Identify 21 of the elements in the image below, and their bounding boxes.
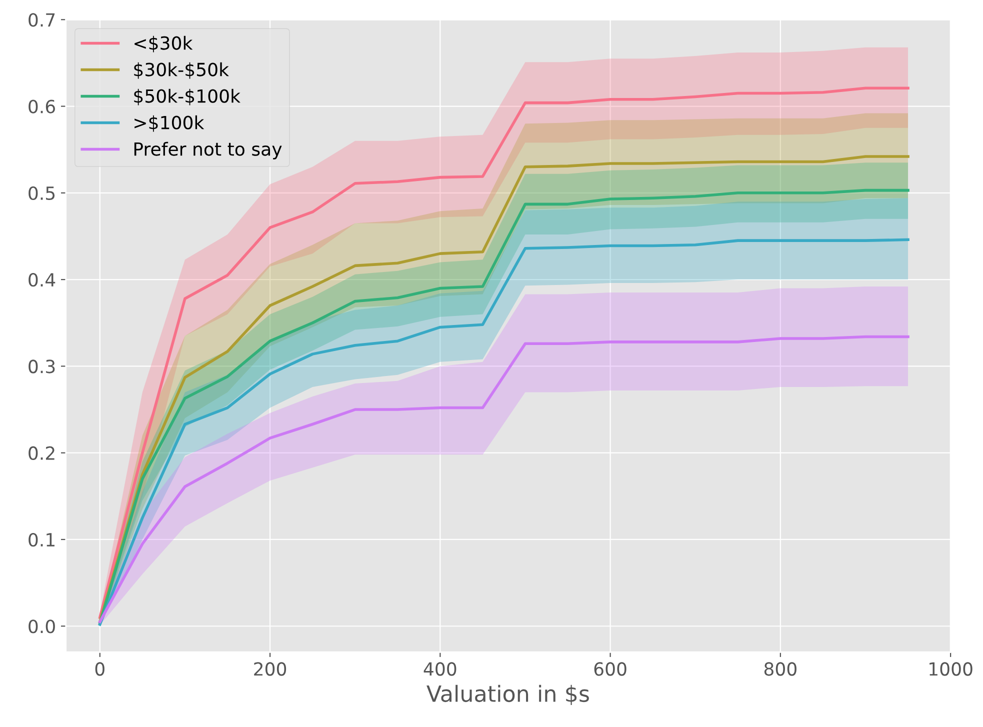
x-tick-label: 1000	[930, 662, 972, 676]
x-tick-label: 0	[95, 662, 104, 676]
x-tick-label: 600	[594, 662, 626, 676]
x-axis-title: Valuation in $s	[426, 684, 589, 706]
y-tick-label: 0.1	[28, 532, 54, 547]
y-tick-label: 0.2	[28, 446, 54, 460]
y-tick-label: 0.7	[28, 13, 55, 27]
legend-label: <$30k	[134, 36, 193, 52]
x-tick-label: 800	[764, 662, 796, 676]
y-tick-label: 0.3	[28, 360, 55, 374]
legend-label: $50k-$100k	[134, 88, 240, 106]
y-tick-label: 0.4	[28, 273, 56, 287]
legend-label: $30k-$50k	[134, 62, 229, 79]
y-tick-label: 0.0	[28, 620, 55, 634]
y-tick-label: 0.5	[28, 186, 55, 200]
x-tick-label: 200	[254, 662, 286, 676]
x-tick-label: 400	[424, 662, 456, 676]
y-tick-label: 0.6	[28, 100, 56, 114]
legend-label: >$100k	[134, 115, 204, 132]
line-series	[98, 335, 910, 624]
legend-label: Prefer not to say	[134, 142, 282, 160]
